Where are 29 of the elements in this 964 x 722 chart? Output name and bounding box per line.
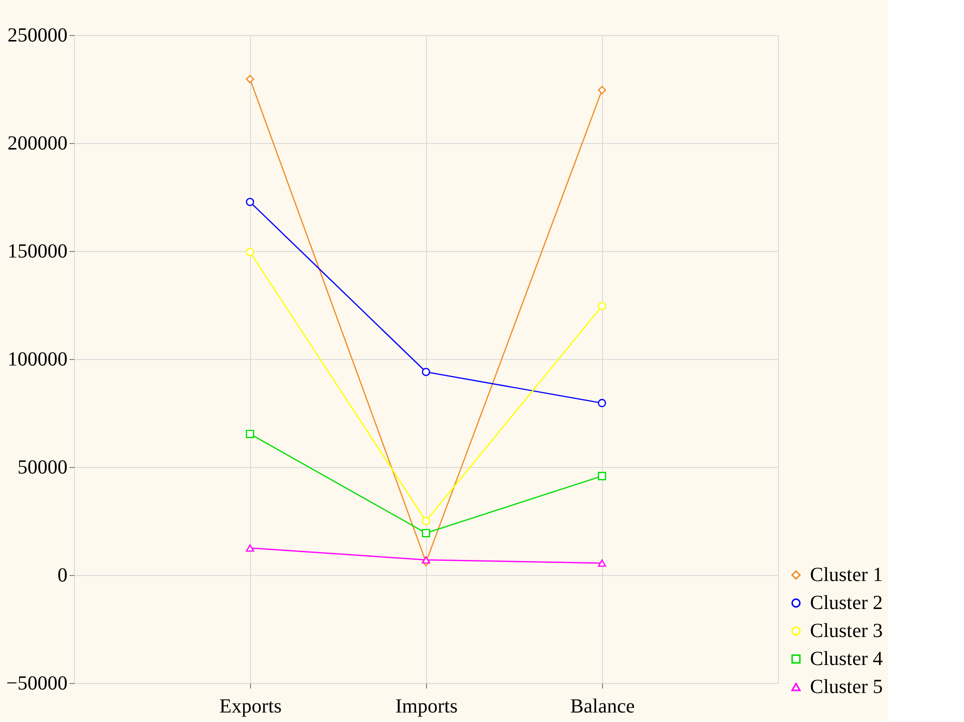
point	[598, 86, 606, 94]
point	[422, 528, 430, 538]
y-tick-label: 50000	[18, 456, 68, 478]
x-tick-label: Balance	[570, 696, 635, 718]
point	[598, 559, 606, 567]
legend-label: Cluster 5	[810, 676, 883, 698]
point	[598, 302, 606, 310]
point	[246, 198, 254, 206]
legend-label: Cluster 2	[810, 592, 883, 614]
point	[598, 472, 606, 480]
point	[246, 248, 254, 256]
legend-label: Cluster 3	[810, 620, 883, 642]
point	[246, 74, 254, 84]
point	[422, 516, 430, 526]
y-tick-label: 100000	[8, 348, 68, 370]
y-tick-label: 250000	[8, 24, 68, 46]
y-tick-label: −50000	[6, 672, 68, 694]
y-tick-label: 150000	[8, 240, 68, 262]
point	[598, 398, 606, 408]
legend-label: Cluster 4	[810, 648, 883, 670]
x-tick-label: Imports	[395, 696, 458, 718]
y-tick-label: 200000	[8, 132, 68, 154]
legend-label: Cluster 1	[810, 564, 883, 586]
point	[246, 430, 254, 438]
point	[246, 544, 254, 552]
y-tick-label: 0	[58, 564, 68, 586]
point	[422, 368, 430, 376]
point	[422, 556, 430, 564]
x-tick-label: Exports	[219, 696, 282, 718]
